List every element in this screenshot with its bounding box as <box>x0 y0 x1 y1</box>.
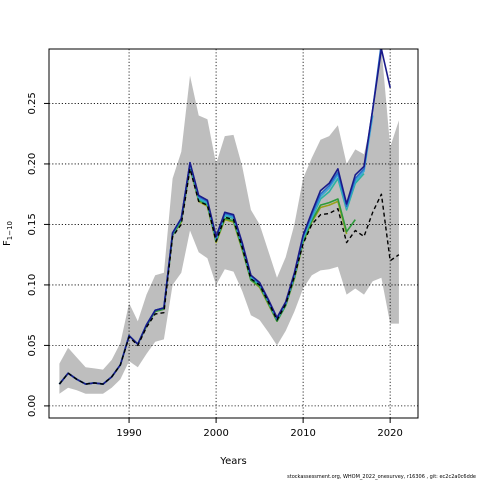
x-tick-label: 2020 <box>377 428 402 439</box>
series-line-2021 <box>58 168 400 385</box>
y-tick-label: 0.20 <box>27 153 38 175</box>
grid-layer <box>49 49 418 418</box>
x-axis: 1990 2000 2010 2020 <box>116 418 403 439</box>
y-tick-label: 0.10 <box>27 274 38 296</box>
x-tick-label: 2010 <box>290 428 315 439</box>
y-axis-title: F1−10 <box>2 221 14 246</box>
y-tick-label: 0.05 <box>27 334 38 356</box>
x-axis-title: Years <box>219 456 246 467</box>
x-tick-label: 1990 <box>116 428 141 439</box>
y-axis-title-subscript: 1−10 <box>6 221 14 240</box>
x-tick-label: 2000 <box>203 428 228 439</box>
y-axis: 0.00 0.05 0.10 0.15 0.20 0.25 <box>27 92 49 417</box>
series-layer <box>58 49 400 385</box>
y-axis-title-main: F <box>2 240 13 246</box>
series-line-2020 <box>58 49 391 385</box>
y-tick-label: 0.00 <box>27 395 38 417</box>
plot-frame <box>48 48 419 419</box>
footer-credit: stockassessment.org, WHOM_2022_onesurvey… <box>287 474 476 480</box>
y-tick-label: 0.25 <box>27 92 38 114</box>
y-tick-label: 0.15 <box>27 213 38 235</box>
